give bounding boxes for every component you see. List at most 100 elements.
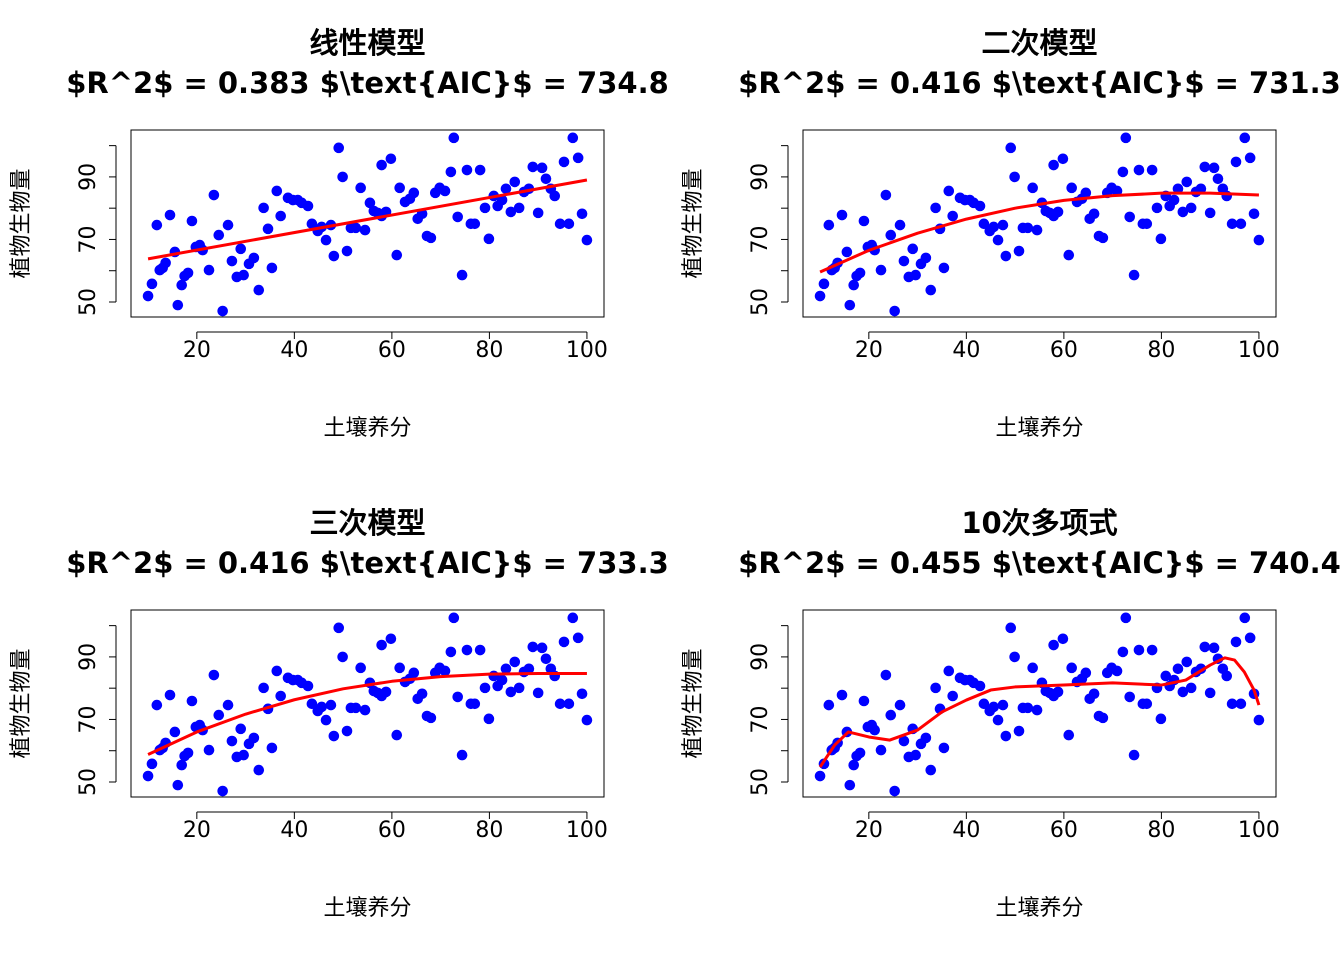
- data-point: [416, 688, 428, 700]
- x-axis-label: 土壤养分: [323, 896, 411, 921]
- data-point: [558, 156, 570, 168]
- data-point: [509, 176, 521, 188]
- data-point: [394, 182, 405, 194]
- data-point: [391, 729, 403, 741]
- data-point: [222, 699, 234, 711]
- data-point: [938, 742, 950, 754]
- data-point: [226, 255, 238, 267]
- data-point: [1128, 269, 1140, 281]
- data-point: [445, 646, 457, 658]
- data-point: [474, 644, 486, 656]
- data-point: [536, 162, 548, 174]
- data-point: [1199, 641, 1211, 653]
- data-point: [169, 726, 181, 738]
- data-point: [1239, 612, 1251, 624]
- data-point: [869, 724, 880, 736]
- data-point: [1000, 250, 1012, 262]
- data-point: [164, 689, 176, 701]
- data-point: [1052, 686, 1064, 698]
- data-point: [1212, 173, 1224, 185]
- data-point: [222, 219, 234, 231]
- x-tick-label: 60: [378, 818, 406, 843]
- y-tick-label: 50: [748, 768, 773, 796]
- data-point: [142, 290, 154, 302]
- y-tick-label: 90: [76, 163, 101, 191]
- data-point: [1208, 162, 1220, 174]
- data-point: [1080, 187, 1092, 199]
- data-point: [226, 735, 238, 747]
- data-point: [1151, 202, 1163, 214]
- data-point: [943, 665, 955, 677]
- x-tick-label: 80: [475, 338, 503, 363]
- data-point: [505, 206, 517, 218]
- data-point: [844, 299, 856, 311]
- data-point: [943, 185, 955, 197]
- data-point: [1244, 152, 1256, 164]
- data-point: [208, 669, 220, 681]
- data-point: [1120, 132, 1132, 144]
- data-point: [469, 698, 481, 710]
- data-point: [1128, 749, 1140, 761]
- plot-frame: [130, 609, 605, 798]
- y-tick-label: 70: [76, 705, 101, 733]
- data-point: [1141, 698, 1153, 710]
- data-point: [469, 218, 481, 230]
- data-point: [217, 785, 228, 797]
- data-point: [513, 682, 525, 694]
- data-point: [213, 229, 225, 241]
- data-point: [425, 712, 437, 724]
- data-point: [213, 709, 225, 721]
- data-point: [1057, 633, 1069, 645]
- data-point: [581, 234, 593, 246]
- data-point: [337, 171, 348, 183]
- data-point: [523, 663, 535, 675]
- data-point: [439, 665, 451, 677]
- data-point: [302, 680, 314, 692]
- data-point: [1177, 686, 1189, 698]
- data-point: [1022, 702, 1034, 714]
- data-point: [408, 187, 420, 199]
- data-point: [182, 267, 194, 279]
- x-tick-label: 20: [183, 338, 211, 363]
- panel: 三次模型 $R^2$ = 0.416 $\text{AIC}$ = 733.3 土壤…: [9, 506, 669, 921]
- data-point: [1172, 183, 1184, 195]
- data-point: [1009, 651, 1020, 663]
- data-point: [920, 252, 932, 264]
- data-point: [540, 173, 552, 185]
- data-point: [1022, 222, 1034, 234]
- data-point: [898, 735, 910, 747]
- data-point: [527, 161, 539, 173]
- data-point: [841, 246, 853, 258]
- data-point: [1221, 670, 1233, 682]
- data-point: [1235, 218, 1247, 230]
- data-point: [836, 689, 848, 701]
- plot-frame: [802, 129, 1277, 318]
- data-point: [1111, 185, 1123, 197]
- data-point: [1000, 730, 1012, 742]
- data-point: [889, 305, 900, 317]
- chart-subtitle: $R^2$ = 0.416 $\text{AIC}$ = 733.3: [66, 546, 669, 580]
- data-point: [1199, 161, 1211, 173]
- data-point: [978, 218, 990, 230]
- fit-line: [818, 656, 1261, 768]
- data-point: [1195, 183, 1207, 195]
- data-point: [325, 699, 337, 711]
- data-point: [350, 702, 362, 714]
- data-point: [341, 245, 353, 257]
- fit-line: [147, 178, 588, 261]
- data-point: [532, 687, 544, 699]
- chart-title: 10次多项式: [961, 506, 1117, 540]
- data-point: [930, 682, 941, 694]
- data-point: [248, 732, 260, 744]
- data-point: [496, 194, 508, 206]
- data-point: [814, 770, 826, 782]
- data-point: [532, 207, 544, 219]
- data-point: [1031, 224, 1043, 236]
- x-tick-label: 80: [1147, 818, 1175, 843]
- x-tick-label: 60: [1050, 338, 1078, 363]
- data-point: [572, 632, 584, 644]
- data-point: [408, 667, 420, 679]
- x-axis-label: 土壤养分: [995, 416, 1083, 441]
- data-point: [328, 250, 340, 262]
- data-point: [1181, 656, 1193, 668]
